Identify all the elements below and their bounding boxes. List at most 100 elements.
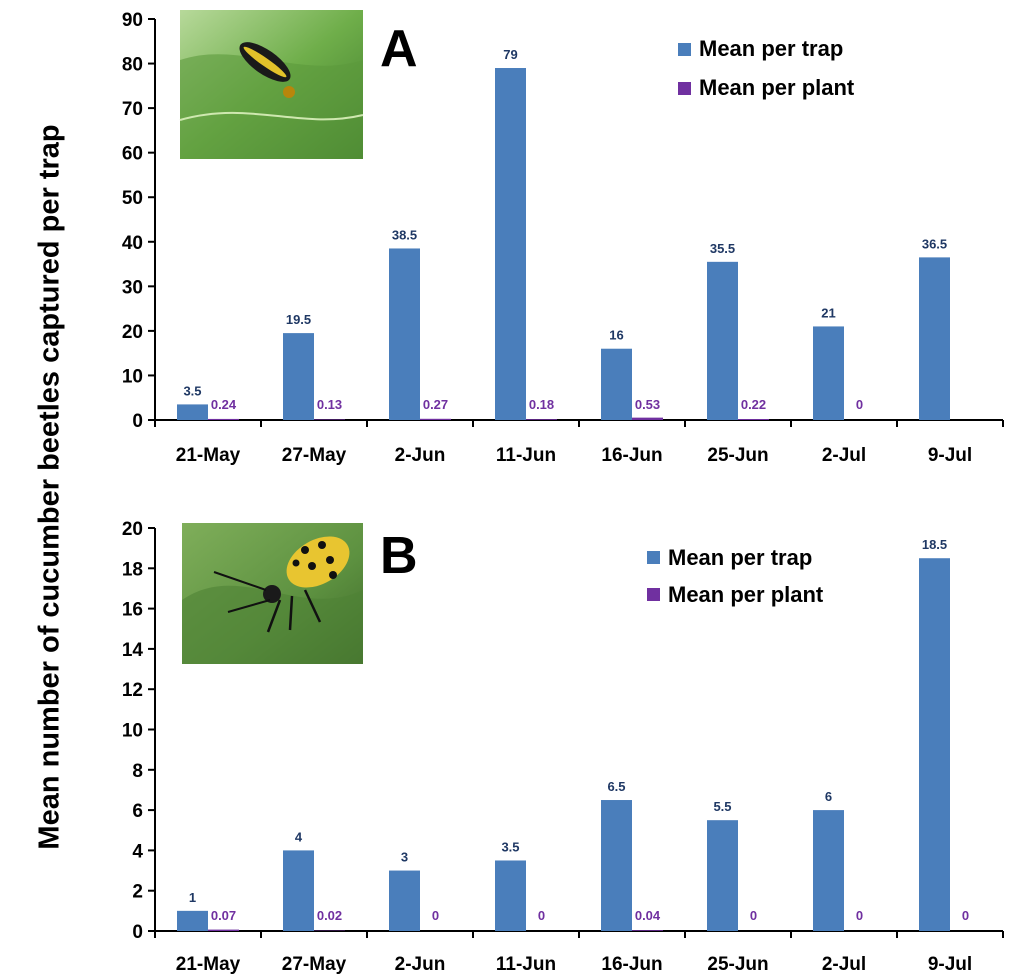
bar-mean-per-trap [919, 558, 950, 931]
y-tick-label: 10 [122, 366, 143, 387]
data-label-plant: 0.13 [317, 397, 342, 412]
y-tick-label: 10 [122, 721, 143, 742]
bar-mean-per-plant [420, 418, 451, 420]
y-tick-label: 18 [122, 559, 143, 580]
data-label-plant: 0.24 [211, 397, 237, 412]
data-label-plant: 0.07 [211, 908, 236, 923]
y-axis-label: Mean number of cucumber beetles captured… [33, 124, 66, 850]
panel-letter: A [380, 20, 418, 78]
bar-mean-per-plant [208, 929, 239, 931]
bar-mean-per-trap [601, 348, 632, 420]
data-label-trap: 38.5 [392, 227, 417, 242]
data-label-trap: 21 [821, 305, 835, 320]
y-tick-label: 40 [122, 233, 143, 254]
x-tick-label: 11-Jun [496, 445, 556, 466]
bar-mean-per-trap [495, 68, 526, 420]
data-label-trap: 35.5 [710, 241, 735, 256]
x-tick-label: 2-Jun [395, 954, 446, 975]
legend-label-plant: Mean per plant [668, 582, 824, 607]
x-tick-label: 21-May [176, 954, 241, 975]
x-tick-label: 25-Jun [707, 954, 768, 975]
x-tick-label: 25-Jun [707, 445, 768, 466]
legend-swatch-plant [647, 588, 660, 601]
data-label-trap: 4 [295, 829, 303, 844]
y-tick-label: 80 [122, 55, 143, 76]
chart-panel-b: B Mean per trap Mean per plant 024681012… [122, 519, 1004, 975]
data-label-plant: 0 [750, 908, 757, 923]
x-tick-label: 9-Jul [928, 954, 972, 975]
y-tick-label: 4 [132, 841, 143, 862]
bar-mean-per-plant [208, 418, 239, 420]
legend-swatch-trap [647, 551, 660, 564]
bar-mean-per-plant [738, 419, 769, 420]
y-tick-label: 50 [122, 188, 143, 209]
bar-mean-per-trap [813, 326, 844, 420]
bar-mean-per-plant [526, 419, 557, 420]
bar-mean-per-plant [632, 417, 663, 420]
photo-spotted-beetle [182, 523, 363, 664]
x-tick-label: 16-Jun [601, 445, 662, 466]
panel-letter: B [380, 527, 418, 585]
x-tick-label: 27-May [282, 445, 347, 466]
data-label-trap: 19.5 [286, 312, 311, 327]
data-label-plant: 0.04 [635, 908, 661, 923]
data-label-plant: 0 [432, 908, 439, 923]
data-label-trap: 5.5 [713, 799, 731, 814]
legend-swatch-trap [678, 43, 691, 56]
y-tick-label: 30 [122, 277, 143, 298]
bar-mean-per-plant [314, 419, 345, 420]
y-tick-label: 0 [132, 922, 143, 943]
y-tick-label: 20 [122, 519, 143, 540]
x-tick-label: 2-Jun [395, 445, 446, 466]
bar-mean-per-trap [283, 333, 314, 420]
y-tick-label: 12 [122, 680, 143, 701]
bar-mean-per-trap [177, 910, 208, 931]
data-label-trap: 6.5 [607, 779, 625, 794]
x-tick-label: 21-May [176, 445, 241, 466]
photo-striped-beetle [179, 10, 364, 159]
data-label-trap: 18.5 [922, 537, 947, 552]
bar-mean-per-trap [919, 257, 950, 420]
data-label-plant: 0.18 [529, 397, 554, 412]
bar-mean-per-plant [632, 930, 663, 931]
data-label-trap: 36.5 [922, 236, 947, 251]
data-label-plant: 0.02 [317, 908, 342, 923]
legend: Mean per trap Mean per plant [678, 36, 855, 100]
data-label-trap: 16 [609, 328, 623, 343]
y-tick-label: 20 [122, 322, 143, 343]
data-label-trap: 3 [401, 850, 408, 865]
data-label-trap: 3.5 [501, 839, 519, 854]
data-label-trap: 79 [503, 47, 517, 62]
data-label-trap: 1 [189, 890, 196, 905]
x-tick-label: 2-Jul [822, 445, 866, 466]
data-label-trap: 3.5 [183, 383, 201, 398]
bar-mean-per-trap [283, 850, 314, 931]
y-tick-label: 6 [132, 801, 143, 822]
y-tick-label: 8 [132, 761, 143, 782]
data-label-plant: 0 [856, 397, 863, 412]
data-label-plant: 0.22 [741, 397, 766, 412]
x-tick-label: 16-Jun [601, 954, 662, 975]
x-tick-label: 2-Jul [822, 954, 866, 975]
bar-mean-per-trap [813, 810, 844, 931]
data-label-plant: 0 [856, 908, 863, 923]
data-label-plant: 0 [962, 908, 969, 923]
y-tick-label: 0 [132, 411, 143, 432]
data-label-plant: 0 [538, 908, 545, 923]
y-tick-label: 2 [132, 882, 143, 903]
data-label-trap: 6 [825, 789, 832, 804]
legend: Mean per trap Mean per plant [647, 545, 824, 607]
x-tick-label: 27-May [282, 954, 347, 975]
bar-mean-per-trap [707, 820, 738, 931]
x-tick-label: 11-Jun [496, 954, 556, 975]
bar-mean-per-trap [707, 261, 738, 420]
y-tick-label: 60 [122, 144, 143, 165]
legend-swatch-plant [678, 82, 691, 95]
bar-mean-per-trap [177, 404, 208, 420]
chart-panel-a: A Mean per trap Mean per plant 0 10 20 30 40… [122, 10, 1004, 466]
bar-mean-per-trap [389, 248, 420, 420]
y-tick-label: 14 [122, 640, 144, 661]
bar-mean-per-trap [601, 800, 632, 931]
x-tick-label: 9-Jul [928, 445, 972, 466]
